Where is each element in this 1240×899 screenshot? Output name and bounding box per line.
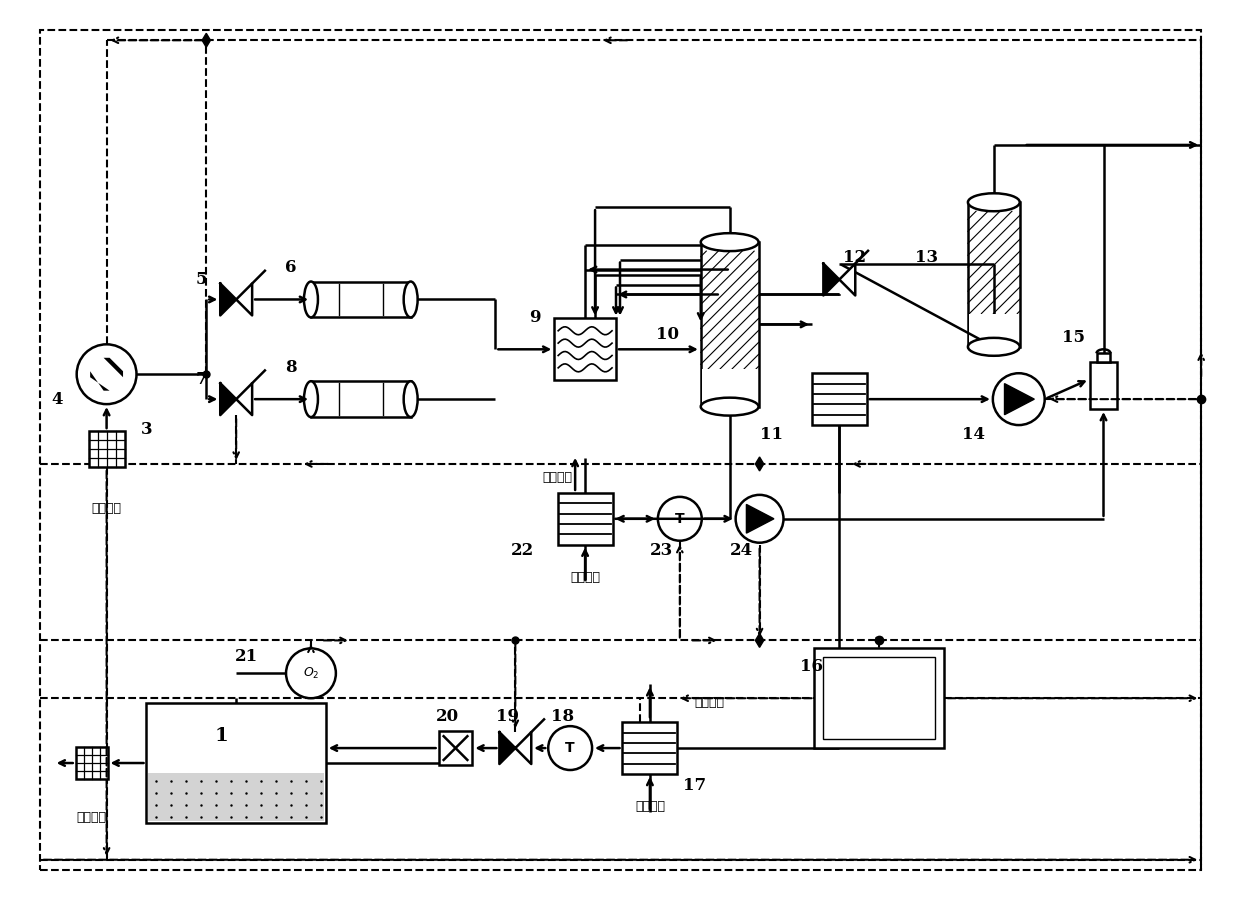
Polygon shape [500,732,516,764]
Polygon shape [236,383,252,415]
Bar [702,369,758,405]
Ellipse shape [968,338,1019,356]
Bar [968,314,1019,346]
Circle shape [735,494,784,543]
Ellipse shape [404,381,418,417]
Circle shape [77,344,136,405]
Circle shape [548,726,591,770]
Text: 15: 15 [1063,329,1085,346]
Text: 22: 22 [511,542,534,559]
Polygon shape [516,732,531,764]
Text: 7: 7 [196,370,207,387]
Text: 冲压空气: 冲压空气 [570,571,600,583]
Bar [88,431,124,467]
Bar [701,242,759,406]
Text: 排至机外: 排至机外 [694,696,724,709]
Text: 4: 4 [51,391,62,407]
Ellipse shape [701,233,759,251]
Text: 23: 23 [650,542,673,559]
Bar [146,703,326,823]
Polygon shape [755,457,764,471]
Polygon shape [221,383,236,415]
Polygon shape [746,504,774,533]
Text: 11: 11 [760,425,782,442]
Text: 3: 3 [140,421,153,438]
Text: 20: 20 [436,708,459,725]
Text: 16: 16 [800,658,823,675]
Polygon shape [236,283,252,316]
Bar [439,731,472,765]
Text: 24: 24 [730,542,753,559]
Text: 10: 10 [656,325,680,343]
Ellipse shape [304,381,317,417]
Ellipse shape [404,281,418,317]
Text: 17: 17 [683,778,707,795]
Bar [76,747,108,779]
Bar [1090,362,1117,409]
Polygon shape [839,263,856,296]
Ellipse shape [968,193,1019,211]
Circle shape [658,497,702,540]
Polygon shape [104,358,123,378]
Bar [815,648,944,748]
Bar [1096,353,1111,362]
Polygon shape [202,33,211,48]
Text: 21: 21 [234,648,258,665]
Bar [622,722,677,774]
Bar [149,772,324,821]
Text: 1: 1 [215,727,228,745]
Bar [558,493,613,545]
Text: 13: 13 [915,249,939,266]
Bar [554,318,616,380]
Text: T: T [565,741,575,755]
Circle shape [286,648,336,699]
Text: 6: 6 [285,259,296,276]
Bar [311,381,410,417]
Ellipse shape [304,281,317,317]
Text: T: T [675,512,684,526]
Text: 排至机外: 排至机外 [542,471,572,484]
Text: 12: 12 [843,249,866,266]
Circle shape [993,373,1044,425]
Bar [968,202,1019,347]
Text: $O_2$: $O_2$ [303,666,319,681]
Text: 9: 9 [529,309,541,326]
Text: 14: 14 [962,425,986,442]
Text: 冲压空气: 冲压空气 [635,800,665,813]
Polygon shape [221,283,236,316]
Text: 19: 19 [496,708,518,725]
Polygon shape [755,634,764,647]
Ellipse shape [701,397,759,415]
Bar [812,373,867,425]
Text: 5: 5 [196,271,207,288]
Text: 18: 18 [551,708,574,725]
Polygon shape [823,263,839,296]
Text: 空气入口: 空气入口 [92,503,122,515]
Polygon shape [91,371,109,391]
Text: 排至机外: 排至机外 [77,812,107,824]
Bar [311,281,410,317]
Polygon shape [1004,384,1034,414]
Text: 8: 8 [285,359,296,376]
Bar [823,657,935,739]
